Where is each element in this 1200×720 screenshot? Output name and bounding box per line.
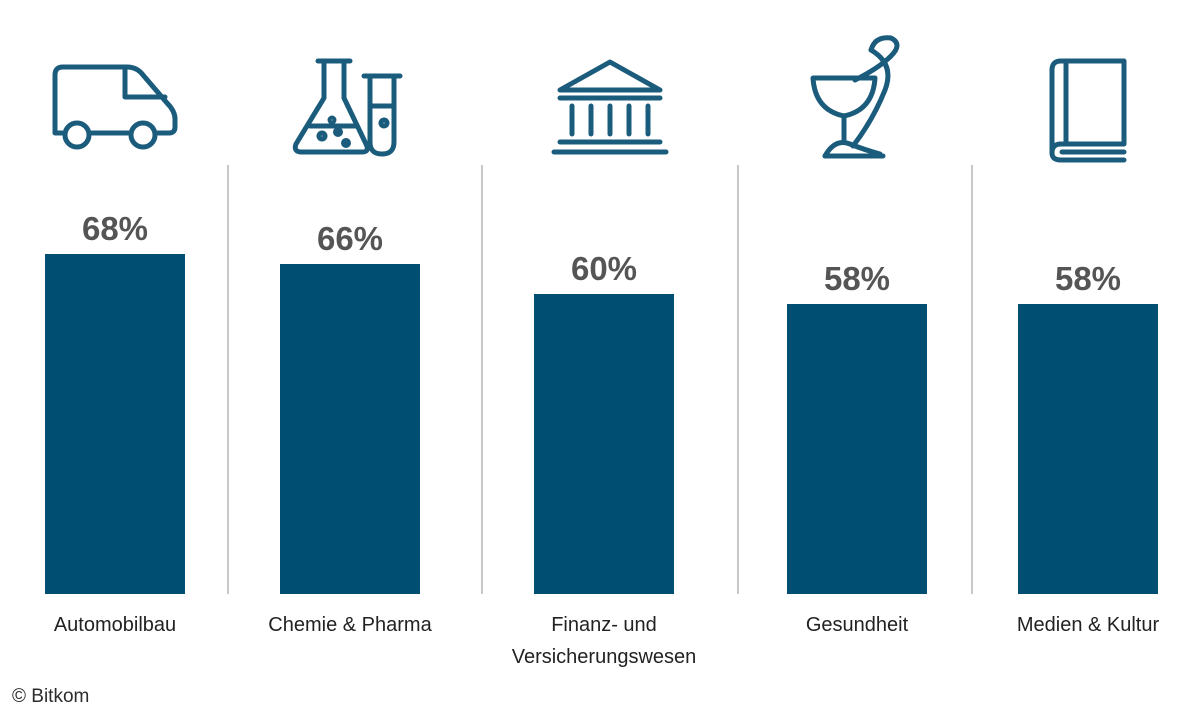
category-label-3: Finanz- und Versicherungswesen: [512, 614, 697, 668]
value-labels-group: 68% 66% 60% 58% 58%: [82, 210, 1121, 297]
category-label-line: Medien & Kultur: [1017, 614, 1160, 636]
category-label-1: Automobilbau: [54, 614, 176, 636]
category-label-line: Gesundheit: [806, 614, 909, 636]
copyright-credit: © Bitkom: [12, 686, 90, 707]
category-label-4: Gesundheit: [806, 614, 909, 636]
category-label-line: Versicherungswesen: [512, 646, 697, 668]
value-label-3: 60%: [571, 250, 637, 287]
value-label-4: 58%: [824, 260, 890, 297]
bars-group: [45, 254, 1158, 594]
category-label-5: Medien & Kultur: [1017, 614, 1160, 636]
value-label-2: 66%: [317, 220, 383, 257]
pharmacy-icon: [810, 35, 900, 159]
bar-1: [45, 254, 185, 594]
bar-3: [534, 294, 674, 594]
lab-flask-icon: [292, 58, 403, 157]
value-label-5: 58%: [1055, 260, 1121, 297]
bank-building-icon: [551, 59, 669, 155]
category-label-line: Finanz- und: [551, 614, 657, 636]
category-label-line: Chemie & Pharma: [268, 614, 432, 636]
category-labels-group: Automobilbau Chemie & Pharma Finanz- und Ve…: [54, 614, 1160, 668]
column-dividers: [227, 165, 973, 594]
value-label-1: 68%: [82, 210, 148, 247]
van-icon: [52, 64, 178, 150]
bar-2: [280, 264, 420, 594]
category-label-2: Chemie & Pharma: [268, 614, 432, 636]
bar-4: [787, 304, 927, 594]
book-icon: [1049, 58, 1127, 163]
category-label-line: Automobilbau: [54, 614, 176, 636]
bar-5: [1018, 304, 1158, 594]
